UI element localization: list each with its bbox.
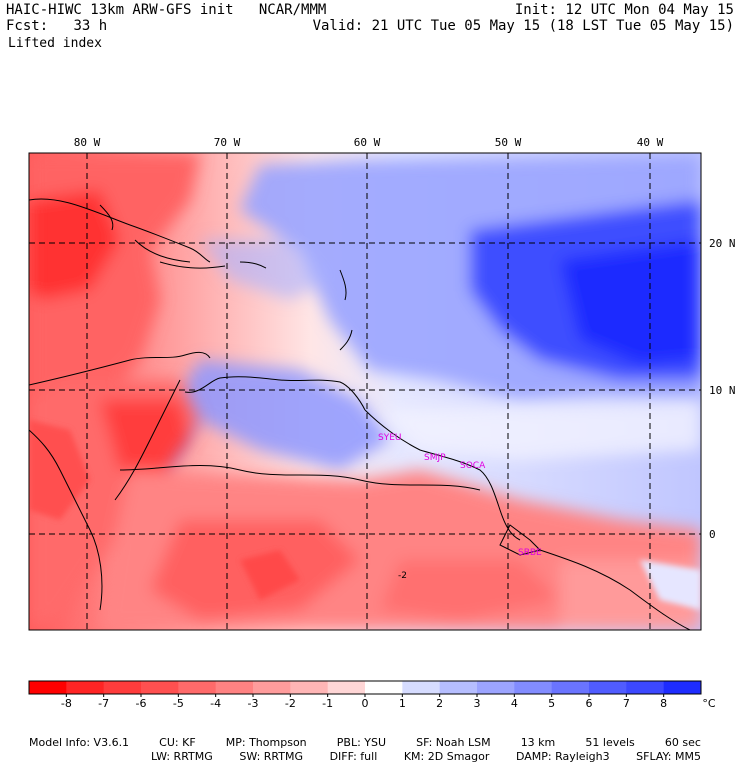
lat-label-equator: 0	[709, 528, 716, 541]
colorbar-swatch	[66, 681, 105, 694]
colorbar: -8 -7 -6 -5 -4 -3 -2 -1 0 1 2 3 4 5 6 7 8 °C	[28, 680, 716, 710]
lon-label-50w: 50 W	[495, 136, 522, 149]
lat-label-20n: 20 N	[709, 237, 736, 250]
colorbar-swatch	[477, 681, 515, 694]
colorbar-swatch	[290, 681, 329, 694]
colorbar-tick-label: 6	[586, 697, 593, 710]
map-field	[29, 153, 701, 630]
colorbar-swatch	[253, 681, 291, 694]
colorbar-tick-label: -8	[61, 697, 72, 710]
colorbar-swatch	[551, 681, 590, 694]
model-title: HAIC-HIWC 13km ARW-GFS init NCAR/MMM	[6, 2, 327, 18]
lat-label-10n: 10 N	[709, 384, 736, 397]
model-info-line2: LW: RRTMG SW: RRTMG DIFF: full KM: 2D Smago…	[151, 724, 701, 776]
lon-label-80w: 80 W	[74, 136, 101, 149]
city-label-syeu: SYEU	[378, 433, 401, 443]
colorbar-swatch	[178, 681, 217, 694]
city-label-smjp: SMJP	[424, 453, 446, 463]
lifted-index-map: 80 W 70 W 60 W 50 W 40 W 20 N 10 N 0 SYE…	[28, 136, 736, 710]
valid-time: Valid: 21 UTC Tue 05 May 15 (18 LST Tue …	[312, 18, 734, 34]
colorbar-swatch	[29, 681, 67, 694]
model-info-item: KM: 2D Smagor	[403, 750, 490, 763]
lon-label-60w: 60 W	[354, 136, 381, 149]
colorbar-tick-label: 3	[474, 697, 481, 710]
colorbar-tick-label: 0	[362, 697, 369, 710]
graticule	[29, 153, 701, 630]
lon-label-70w: 70 W	[214, 136, 241, 149]
colorbar-tick-label: 1	[399, 697, 406, 710]
colorbar-tick-label: -4	[210, 697, 221, 710]
model-info-item: LW: RRTMG	[151, 750, 213, 763]
map-frame	[28, 152, 702, 631]
colorbar-swatch	[663, 681, 702, 694]
coastlines	[29, 198, 691, 630]
colorbar-tick-label: 4	[511, 697, 518, 710]
model-info-item: DIFF: full	[329, 750, 378, 763]
city-label-sbbe: SBBE	[518, 548, 542, 558]
colorbar-swatch	[402, 681, 441, 694]
colorbar-tick-label: 2	[436, 697, 443, 710]
colorbar-tick-label: 5	[548, 697, 555, 710]
model-info-item: Model Info: V3.6.1	[29, 736, 130, 749]
model-info-item: SW: RRTMG	[239, 750, 303, 763]
field-name: Lifted index	[8, 36, 102, 51]
colorbar-tick-label: -2	[285, 697, 296, 710]
colorbar-swatch	[365, 681, 403, 694]
forecast-hour: Fcst: 33 h	[6, 18, 108, 34]
contour-label: -2	[398, 571, 407, 581]
colorbar-tick-label: -5	[173, 697, 184, 710]
colorbar-swatch	[514, 681, 553, 694]
colorbar-swatch	[439, 681, 478, 694]
colorbar-unit: °C	[702, 697, 716, 710]
colorbar-swatch	[103, 681, 142, 694]
colorbar-swatch	[327, 681, 366, 694]
colorbar-swatch	[626, 681, 665, 694]
model-info-item: SFLAY: MM5	[636, 750, 701, 763]
colorbar-tick-label: -1	[322, 697, 333, 710]
colorbar-tick-label: 7	[623, 697, 630, 710]
colorbar-tick-label: -3	[248, 697, 259, 710]
lon-label-40w: 40 W	[637, 136, 664, 149]
init-time: Init: 12 UTC Mon 04 May 15	[514, 2, 734, 18]
model-info-item: DAMP: Rayleigh3	[515, 750, 610, 763]
org-label: NCAR/MMM	[258, 2, 327, 18]
colorbar-tick-label: 8	[660, 697, 667, 710]
colorbar-swatch	[141, 681, 179, 694]
colorbar-tick-label: -7	[98, 697, 109, 710]
colorbar-swatch	[215, 681, 254, 694]
colorbar-tick-label: -6	[136, 697, 147, 710]
colorbar-swatch	[589, 681, 627, 694]
city-label-soca: SOCA	[460, 461, 486, 471]
